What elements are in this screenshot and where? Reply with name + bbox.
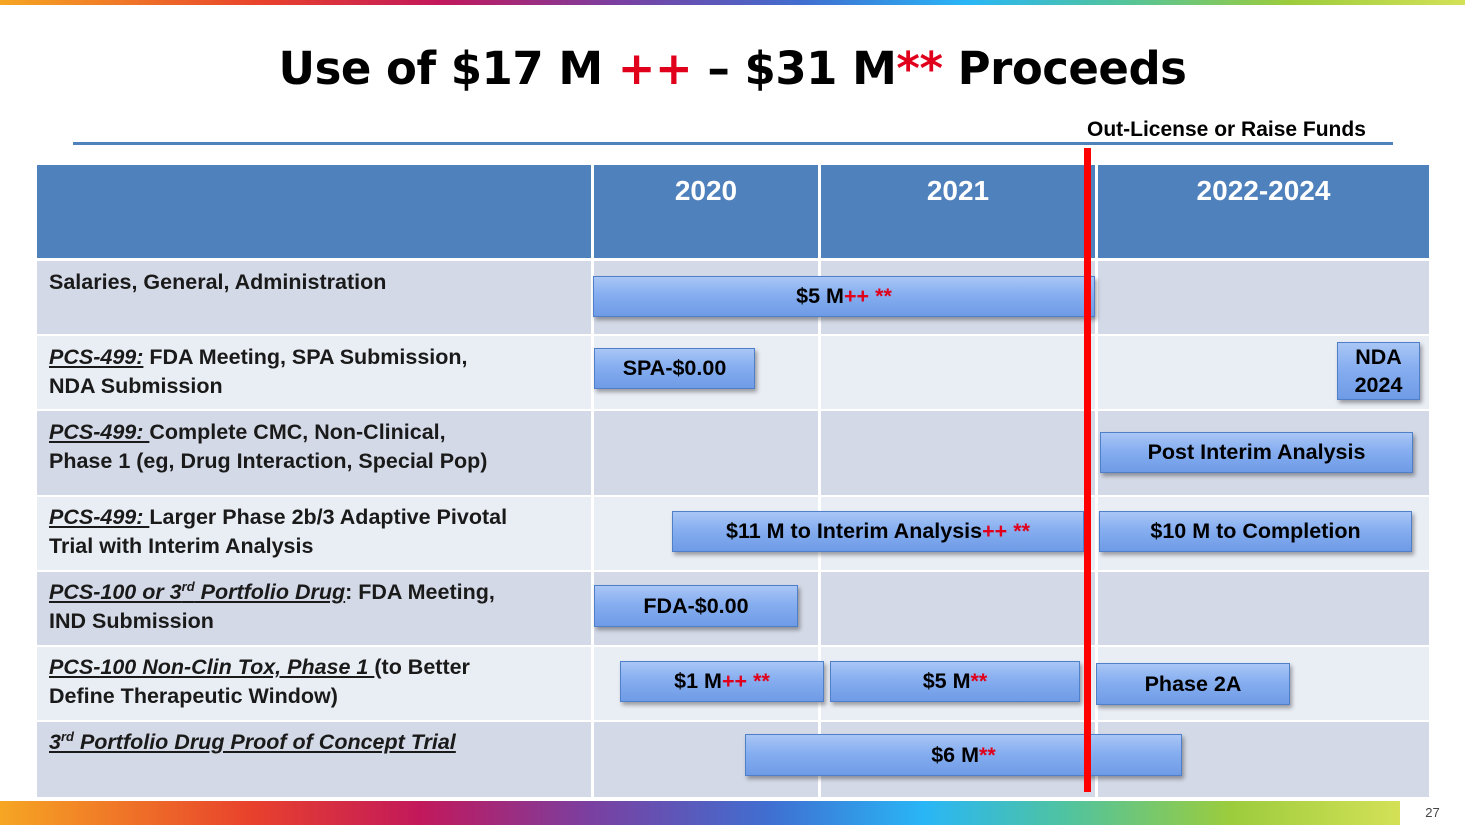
bar-completion-10m: $10 M to Completion (1099, 511, 1412, 552)
row-label-poc-trial: 3rd Portfolio Drug Proof of Concept Tria… (49, 728, 456, 754)
bar-fda: FDA-$0.00 (594, 585, 798, 627)
top-rainbow-band (0, 0, 1465, 5)
row-label-sga: Salaries, General, Administration (49, 270, 387, 294)
out-license-label: Out-License or Raise Funds (1087, 118, 1366, 141)
header-2021-text: 2021 (926, 175, 990, 206)
bottom-rainbow-band (0, 801, 1400, 825)
title-mark-star: ** (896, 42, 943, 95)
header-2020: 2020 (594, 165, 818, 258)
col-separator (1095, 165, 1098, 797)
header-2020-text: 2020 (674, 175, 738, 206)
header-2022-2024: 2022-2024 (1098, 165, 1429, 258)
bar-tox-5m: $5 M** (830, 661, 1080, 702)
bar-poc-6m: $6 M** (745, 734, 1182, 776)
row-label-pcs499-phase2b3: PCS-499: Larger Phase 2b/3 Adaptive Pivo… (49, 505, 508, 558)
header-2021: 2021 (821, 165, 1095, 258)
title-suffix: Proceeds (942, 42, 1187, 95)
header-2022-2024-text: 2022-2024 (1196, 175, 1331, 206)
row-label-pcs499-cmc: PCS-499: Complete CMC, Non-Clinical, Pha… (49, 420, 488, 473)
bar-post-interim: Post Interim Analysis (1100, 432, 1413, 473)
bar-interim-11m: $11 M to Interim Analysis++ ** (672, 511, 1084, 552)
page-number: 27 (1400, 801, 1465, 824)
title-prefix: Use of $17 M (278, 42, 618, 95)
title-underline (73, 142, 1393, 145)
bar-tox-1m: $1 M++ ** (620, 661, 824, 702)
header-blank-cell (37, 165, 591, 258)
col-separator (818, 165, 821, 797)
col-separator (591, 165, 594, 797)
out-license-divider-line (1084, 148, 1091, 792)
row-separator (37, 258, 1429, 261)
row-label-pcs100-fda: PCS-100 or 3rd Portfolio Drug: FDA Meeti… (49, 578, 495, 633)
row-label-pcs100-tox: PCS-100 Non-Clin Tox, Phase 1 (to Better… (49, 655, 470, 708)
bar-nda-2024: NDA 2024 (1337, 342, 1420, 400)
row-label-pcs499-fda: PCS-499: FDA Meeting, SPA Submission, ND… (49, 345, 468, 398)
slide-title: Use of $17 M ++ – $31 M** Proceeds (0, 42, 1465, 95)
title-mark-plus: ++ (617, 42, 693, 95)
title-middle: – $31 M (692, 42, 897, 95)
row-poc-trial (37, 722, 1429, 797)
bar-phase-2a: Phase 2A (1096, 663, 1290, 705)
bar-sga-5m: $5 M++ ** (593, 276, 1095, 317)
bar-spa: SPA-$0.00 (594, 348, 755, 389)
timeline-table: 2020 2021 2022-2024 Salaries, General, A… (37, 165, 1429, 797)
